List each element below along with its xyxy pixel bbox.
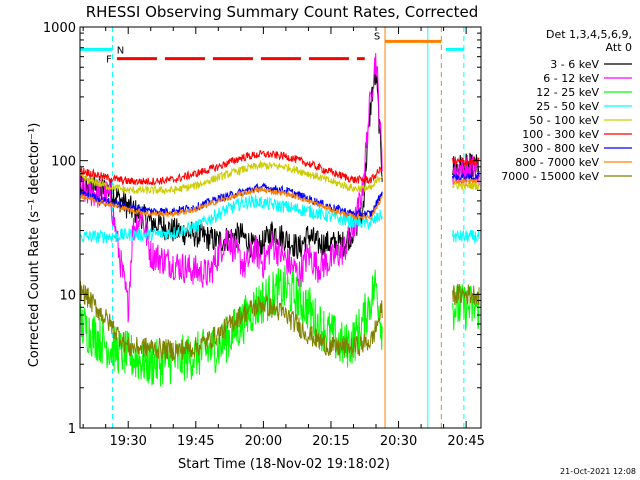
flag-label-2: S [374, 31, 380, 42]
series-line-5 [80, 150, 480, 186]
legend-header-line-1: Det 1,3,4,5,6,9, [546, 28, 632, 41]
legend-label-4: 50 - 100 keV [529, 114, 599, 127]
legend-label-5: 100 - 300 keV [522, 128, 599, 141]
y-tick-label-1: 10 [59, 288, 76, 303]
x-tick-label-2: 20:00 [245, 434, 282, 449]
chart-title: RHESSI Observing Summary Count Rates, Co… [86, 3, 479, 21]
x-tick-label-5: 20:45 [447, 434, 484, 449]
x-tick-label-1: 19:45 [177, 434, 214, 449]
y-tick-label-0: 1 [68, 422, 76, 437]
plot-area: NF S 19:30 19:45 20:00 20:15 20:30 20:45 1 10 100 1… [43, 21, 485, 449]
legend-label-0: 3 - 6 keV [550, 58, 599, 71]
y-tick-label-2: 100 [51, 155, 76, 170]
x-tick-label-4: 20:30 [380, 434, 417, 449]
y-tick-label-3: 1000 [43, 21, 76, 36]
legend-header-line-2: Att 0 [606, 41, 632, 54]
legend-label-6: 300 - 800 keV [522, 142, 599, 155]
legend-label-1: 6 - 12 keV [543, 72, 599, 85]
x-tick-label-0: 19:30 [109, 434, 146, 449]
legend-label-3: 25 - 50 keV [536, 100, 599, 113]
flag-label-1: F [106, 55, 112, 66]
x-tick-label-3: 20:15 [312, 434, 349, 449]
plot-frame-top [79, 26, 482, 429]
series-line-6 [80, 171, 480, 219]
x-axis-label: Start Time (18-Nov-02 19:18:02) [178, 457, 390, 472]
series-line-7 [80, 177, 480, 221]
legend-label-8: 7000 - 15000 keV [501, 170, 599, 183]
flag-label-0: N [117, 45, 124, 56]
y-axis-label: Corrected Count Rate (s⁻¹ detector⁻¹) [27, 123, 42, 368]
timestamp-stamp: 21-Oct-2021 12:08 [560, 467, 636, 476]
legend-label-2: 12 - 25 keV [536, 86, 599, 99]
series-line-8 [80, 280, 480, 362]
legend-label-7: 800 - 7000 keV [515, 156, 599, 169]
